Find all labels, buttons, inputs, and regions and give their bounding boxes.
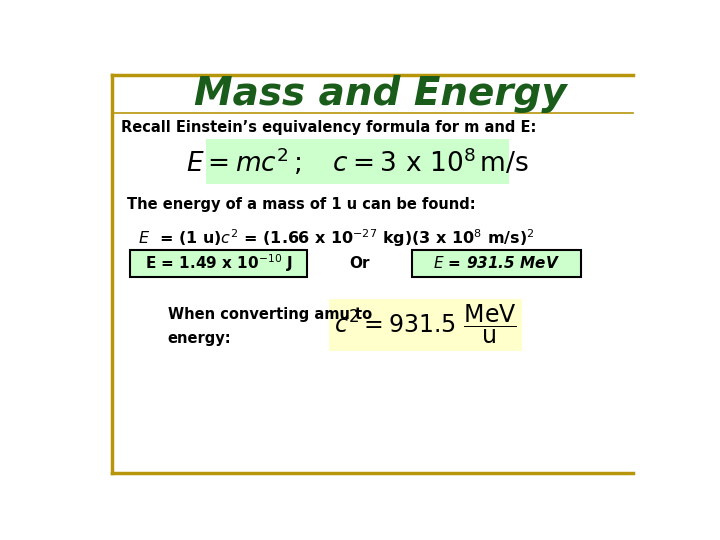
Text: $c^{2} = 931.5\ \dfrac{\mathrm{MeV}}{\mathrm{u}}$: $c^{2} = 931.5\ \dfrac{\mathrm{MeV}}{\ma… xyxy=(334,302,517,346)
Text: Or: Or xyxy=(349,256,370,271)
Text: When converting amu to
energy:: When converting amu to energy: xyxy=(168,307,372,346)
Text: Recall Einstein’s equivalency formula for m and E:: Recall Einstein’s equivalency formula fo… xyxy=(121,120,536,136)
Text: The energy of a mass of 1 u can be found:: The energy of a mass of 1 u can be found… xyxy=(127,198,476,212)
FancyBboxPatch shape xyxy=(206,139,508,184)
FancyBboxPatch shape xyxy=(329,299,523,351)
Text: $\mathit{E}$ = 931.5 MeV: $\mathit{E}$ = 931.5 MeV xyxy=(433,255,559,272)
Text: Mass and Energy: Mass and Energy xyxy=(194,75,567,113)
Text: E = 1.49 x 10$^{-10}$ J: E = 1.49 x 10$^{-10}$ J xyxy=(145,253,292,274)
FancyBboxPatch shape xyxy=(412,251,580,276)
FancyBboxPatch shape xyxy=(130,251,307,276)
Text: $\mathit{E}$  = (1 u)$\mathit{c}^2$ = (1.66 x 10$^{-27}$ kg)(3 x 10$^{8}$ m/s)$^: $\mathit{E}$ = (1 u)$\mathit{c}^2$ = (1.… xyxy=(138,227,534,249)
Text: $E = mc^{2}\,;\quad c = 3\ \mathrm{x}\ 10^{8}\,\mathrm{m/s}$: $E = mc^{2}\,;\quad c = 3\ \mathrm{x}\ 1… xyxy=(186,146,529,178)
